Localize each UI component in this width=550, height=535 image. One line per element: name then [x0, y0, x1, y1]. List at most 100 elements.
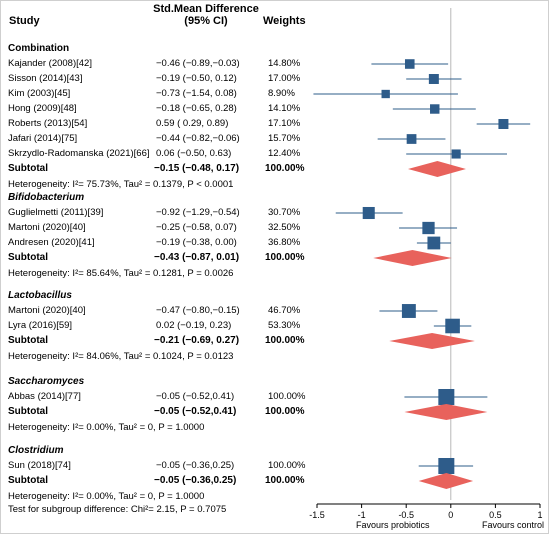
- study-label: Roberts (2013)[54]: [8, 118, 88, 129]
- point-marker: [381, 89, 390, 99]
- point-marker: [427, 236, 441, 250]
- point-marker: [430, 104, 440, 114]
- study-label: Lyra (2016)[59]: [8, 320, 73, 331]
- subtotal-weight: 100.00%: [265, 406, 305, 417]
- study-ci: −0.19 (−0.38, 0.00): [156, 237, 237, 248]
- study-weight: 100.00%: [268, 460, 306, 471]
- subtotal-label: Subtotal: [8, 335, 48, 346]
- subtotal-weight: 100.00%: [265, 252, 305, 263]
- x-tick-label: 1: [537, 510, 542, 520]
- study-ci: 0.06 (−0.50, 0.63): [156, 148, 232, 159]
- subtotal-weight: 100.00%: [265, 475, 305, 486]
- study-label: Martoni (2020)[40]: [8, 222, 86, 233]
- study-ci: −0.92 (−1.29,−0.54): [156, 207, 240, 218]
- study-label: Abbas (2014)[77]: [8, 391, 81, 402]
- study-label: Hong (2009)[48]: [8, 103, 77, 114]
- group-title: Bifidobacterium: [8, 192, 85, 203]
- header-effect: Std.Mean Difference (95% CI): [150, 3, 262, 27]
- subtotal-ci: −0.05 (−0.36,0.25): [154, 475, 237, 486]
- study-weight: 36.80%: [268, 237, 301, 248]
- study-ci: −0.47 (−0.80,−0.15): [156, 305, 240, 316]
- subtotal-diamond: [404, 404, 488, 420]
- header-effect-line2: (95% CI): [184, 15, 228, 27]
- study-label: Kim (2003)[45]: [8, 88, 71, 99]
- point-marker: [445, 318, 460, 334]
- subtotal-label: Subtotal: [8, 475, 48, 486]
- study-label: Sun (2018)[74]: [8, 460, 71, 471]
- study-ci: −0.44 (−0.82,−0.06): [156, 133, 240, 144]
- study-ci: −0.46 (−0.89,−0.03): [156, 58, 240, 69]
- study-weight: 53.30%: [268, 320, 301, 331]
- subtotal-diamond: [418, 473, 474, 489]
- study-ci: −0.18 (−0.65, 0.28): [156, 103, 237, 114]
- study-ci: −0.25 (−0.58, 0.07): [156, 222, 237, 233]
- point-marker: [362, 206, 375, 220]
- study-ci: −0.05 (−0.36,0.25): [156, 460, 235, 471]
- heterogeneity-text: Heterogeneity: I²= 85.64%, Tau² = 0.1281…: [8, 268, 234, 279]
- study-ci: −0.19 (−0.50, 0.12): [156, 73, 237, 84]
- study-weight: 32.50%: [268, 222, 301, 233]
- header-weights: Weights: [263, 15, 306, 27]
- subtotal-weight: 100.00%: [265, 163, 305, 174]
- point-marker: [498, 119, 509, 129]
- point-marker: [438, 389, 455, 405]
- heterogeneity-text: Heterogeneity: I²= 0.00%, Tau² = 0, P = …: [8, 422, 205, 433]
- point-marker: [451, 149, 461, 159]
- point-marker: [428, 74, 439, 84]
- point-marker: [406, 134, 417, 144]
- subtotal-weight: 100.00%: [265, 335, 305, 346]
- group-title: Combination: [8, 43, 70, 54]
- x-tick-label: -0.5: [398, 510, 414, 520]
- study-weight: 8.90%: [268, 88, 295, 99]
- study-ci: 0.59 ( 0.29, 0.89): [156, 118, 229, 129]
- study-label: Skrzydlo-Radomanska (2021)[66]: [8, 148, 150, 159]
- study-ci: −0.73 (−1.54, 0.08): [156, 88, 237, 99]
- xlabel-right: Favours control: [482, 520, 545, 530]
- subtotal-ci: −0.21 (−0.69, 0.27): [154, 335, 240, 346]
- study-weight: 17.10%: [268, 118, 301, 129]
- study-weight: 30.70%: [268, 207, 301, 218]
- point-marker: [401, 304, 416, 318]
- study-ci: 0.02 (−0.19, 0.23): [156, 320, 232, 331]
- heterogeneity-text: Heterogeneity: I²= 75.73%, Tau² = 0.1379…: [8, 179, 234, 190]
- study-weight: 100.00%: [268, 391, 306, 402]
- study-label: Jafari (2014)[75]: [8, 133, 78, 144]
- group-title: Saccharomyces: [8, 376, 85, 387]
- group-title: Clostridium: [8, 445, 64, 456]
- subtotal-label: Subtotal: [8, 252, 48, 263]
- point-marker: [404, 59, 415, 69]
- subgroup-test-text: Test for subgroup difference: Chi²= 2.15…: [8, 504, 227, 515]
- x-tick-label: -1: [358, 510, 366, 520]
- study-label: Andresen (2020)[41]: [8, 237, 95, 248]
- study-weight: 46.70%: [268, 305, 301, 316]
- group-title: Lactobacillus: [8, 290, 72, 301]
- subtotal-label: Subtotal: [8, 406, 48, 417]
- subtotal-ci: −0.15 (−0.48, 0.17): [154, 163, 240, 174]
- study-weight: 12.40%: [268, 148, 301, 159]
- subtotal-label: Subtotal: [8, 163, 48, 174]
- study-weight: 14.10%: [268, 103, 301, 114]
- study-weight: 15.70%: [268, 133, 301, 144]
- study-weight: 17.00%: [268, 73, 301, 84]
- point-marker: [438, 458, 455, 474]
- x-tick-label: 0: [448, 510, 453, 520]
- heterogeneity-text: Heterogeneity: I²= 0.00%, Tau² = 0, P = …: [8, 491, 205, 502]
- header-study: Study: [9, 15, 40, 27]
- study-label: Guglielmetti (2011)[39]: [8, 207, 104, 218]
- subtotal-diamond: [389, 333, 475, 349]
- subtotal-ci: −0.43 (−0.87, 0.01): [154, 252, 240, 263]
- study-label: Kajander (2008)[42]: [8, 58, 92, 69]
- study-ci: −0.05 (−0.52,0.41): [156, 391, 235, 402]
- x-tick-label: -1.5: [309, 510, 325, 520]
- subtotal-diamond: [407, 161, 466, 177]
- study-label: Sisson (2014)[43]: [8, 73, 83, 84]
- study-weight: 14.80%: [268, 58, 301, 69]
- xlabel-left: Favours probiotics: [356, 520, 430, 530]
- point-marker: [422, 221, 435, 235]
- heterogeneity-text: Heterogeneity: I²= 84.06%, Tau² = 0.1024…: [8, 351, 234, 362]
- subtotal-diamond: [373, 250, 452, 266]
- study-label: Martoni (2020)[40]: [8, 305, 86, 316]
- header-effect-line1: Std.Mean Difference: [153, 3, 259, 15]
